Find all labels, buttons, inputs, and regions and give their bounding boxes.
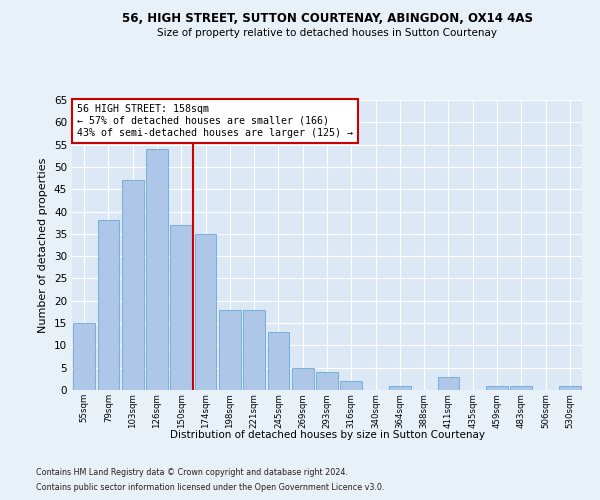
Bar xyxy=(511,386,532,390)
Bar xyxy=(389,386,411,390)
Text: Contains public sector information licensed under the Open Government Licence v3: Contains public sector information licen… xyxy=(36,483,385,492)
Bar xyxy=(243,310,265,390)
Text: 56, HIGH STREET, SUTTON COURTENAY, ABINGDON, OX14 4AS: 56, HIGH STREET, SUTTON COURTENAY, ABING… xyxy=(121,12,533,26)
Text: Size of property relative to detached houses in Sutton Courtenay: Size of property relative to detached ho… xyxy=(157,28,497,38)
Bar xyxy=(292,368,314,390)
Bar xyxy=(316,372,338,390)
Bar xyxy=(268,332,289,390)
Bar xyxy=(194,234,217,390)
Bar xyxy=(437,376,460,390)
Y-axis label: Number of detached properties: Number of detached properties xyxy=(38,158,49,332)
Text: Distribution of detached houses by size in Sutton Courtenay: Distribution of detached houses by size … xyxy=(170,430,485,440)
Bar xyxy=(73,323,95,390)
Text: Contains HM Land Registry data © Crown copyright and database right 2024.: Contains HM Land Registry data © Crown c… xyxy=(36,468,348,477)
Text: 56 HIGH STREET: 158sqm
← 57% of detached houses are smaller (166)
43% of semi-de: 56 HIGH STREET: 158sqm ← 57% of detached… xyxy=(77,104,353,138)
Bar xyxy=(170,225,192,390)
Bar xyxy=(219,310,241,390)
Bar xyxy=(486,386,508,390)
Bar xyxy=(559,386,581,390)
Bar xyxy=(122,180,143,390)
Bar xyxy=(146,149,168,390)
Bar xyxy=(340,381,362,390)
Bar xyxy=(97,220,119,390)
